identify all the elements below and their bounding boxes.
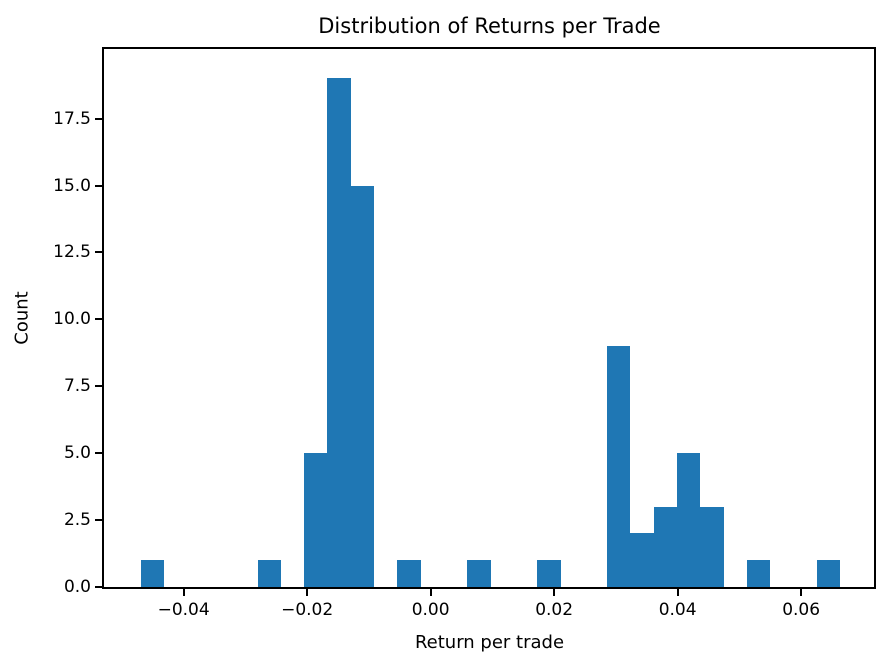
x-tick-mark: [800, 589, 803, 596]
y-tick-mark: [95, 385, 102, 388]
y-tick-label: 17.5: [53, 108, 91, 129]
x-axis-label: Return per trade: [414, 632, 565, 653]
y-tick-label: 2.5: [63, 510, 91, 531]
histogram-bar: [397, 560, 421, 587]
histogram-bar: [700, 506, 724, 587]
x-tick-mark: [553, 589, 556, 596]
y-tick-mark: [95, 586, 102, 588]
x-tick-label: 0.00: [411, 600, 450, 620]
bars-layer: [104, 49, 874, 587]
y-tick-mark: [95, 251, 102, 254]
histogram-bar: [746, 560, 771, 587]
histogram-bar: [653, 506, 678, 587]
y-axis-label: Count: [11, 291, 33, 345]
y-tick-mark: [95, 519, 102, 522]
histogram-bar: [327, 78, 351, 587]
histogram-bar: [677, 453, 701, 587]
x-tick-mark: [182, 589, 185, 596]
y-tick-mark: [95, 184, 102, 187]
histogram-bar: [607, 346, 631, 587]
x-tick-label: 0.02: [535, 600, 574, 620]
y-tick-mark: [95, 318, 102, 321]
y-tick-mark: [95, 452, 102, 455]
y-tick-label: 0.0: [63, 577, 91, 597]
x-tick-mark: [676, 589, 679, 596]
y-tick-mark: [95, 117, 102, 120]
x-tick-label: 0.06: [782, 600, 821, 620]
chart-title: Distribution of Returns per Trade: [318, 14, 661, 38]
y-tick-label: 10.0: [53, 309, 91, 330]
histogram-bar: [141, 560, 165, 587]
histogram-bar: [257, 560, 281, 587]
histogram-bar: [816, 560, 841, 587]
y-tick-label: 5.0: [63, 443, 91, 464]
x-tick-label: −0.02: [281, 600, 334, 620]
plot-frame: [102, 47, 876, 589]
histogram-bar: [304, 453, 328, 587]
y-tick-label: 7.5: [63, 376, 91, 397]
histogram-bar: [350, 185, 375, 587]
x-tick-mark: [429, 589, 432, 596]
y-tick-label: 15.0: [53, 175, 91, 196]
histogram-bar: [467, 560, 491, 587]
x-tick-label: −0.04: [157, 600, 210, 620]
histogram-bar: [537, 560, 561, 587]
x-tick-label: 0.04: [658, 600, 697, 620]
histogram-bar: [630, 533, 654, 587]
y-tick-label: 12.5: [53, 242, 91, 263]
x-tick-mark: [306, 589, 309, 596]
